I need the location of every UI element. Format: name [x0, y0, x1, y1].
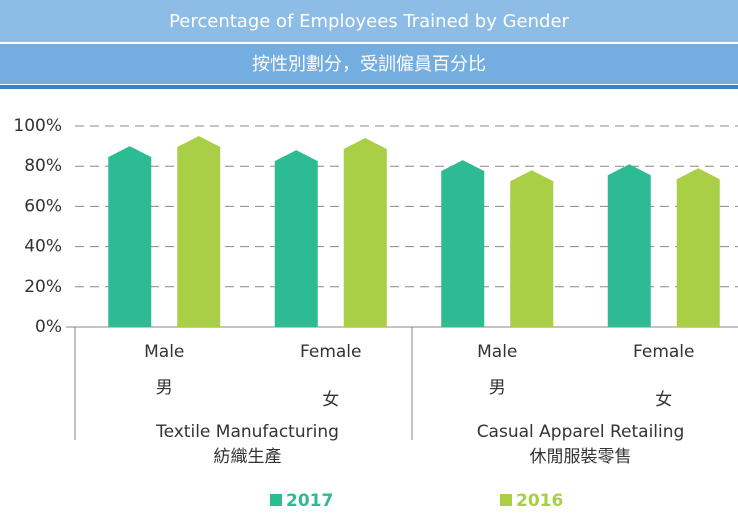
y-tick-label: 60%	[24, 196, 62, 216]
bar	[510, 170, 554, 327]
group-label: Casual Apparel Retailing	[477, 422, 685, 442]
bar	[108, 146, 152, 327]
group-label-zh: 紡織生產	[214, 447, 282, 467]
x-tick-label-zh: 女	[655, 390, 672, 410]
bar	[274, 150, 318, 327]
bar	[177, 136, 221, 327]
bar	[676, 168, 720, 327]
chart-subtitle: 按性別劃分，受訓僱員百分比	[252, 54, 486, 75]
bar	[607, 164, 651, 327]
subtitle-band	[0, 44, 738, 84]
y-tick-label: 80%	[24, 156, 62, 176]
bar	[441, 160, 485, 327]
group-label-zh: 休閒服裝零售	[530, 447, 632, 467]
legend-swatch	[500, 494, 512, 506]
x-tick-label: Male	[144, 342, 184, 362]
x-tick-label: Female	[633, 342, 694, 362]
y-tick-label: 20%	[24, 277, 62, 297]
x-tick-label: Female	[300, 342, 361, 362]
legend-swatch	[270, 494, 282, 506]
title-band	[0, 0, 738, 42]
x-tick-label-zh: 女	[322, 390, 339, 410]
y-tick-label: 40%	[24, 237, 62, 257]
bar	[343, 138, 387, 327]
group-label: Textile Manufacturing	[155, 422, 339, 442]
y-tick-label: 0%	[35, 317, 62, 337]
x-tick-label: Male	[477, 342, 517, 362]
y-tick-label: 100%	[13, 116, 62, 136]
chart-title: Percentage of Employees Trained by Gende…	[169, 11, 569, 32]
legend-label: 2016	[516, 491, 563, 511]
legend-label: 2017	[286, 491, 333, 511]
x-tick-label-zh: 男	[156, 378, 173, 398]
x-tick-label-zh: 男	[489, 378, 506, 398]
header-rule	[0, 85, 738, 89]
